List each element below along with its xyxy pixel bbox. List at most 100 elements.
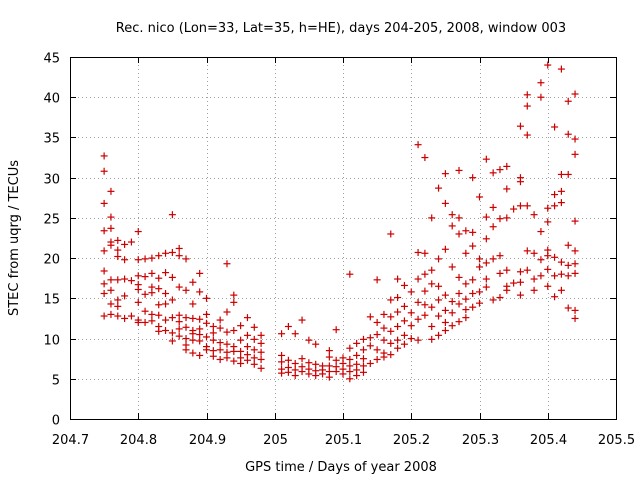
data-point: [489, 203, 497, 211]
data-point: [114, 296, 122, 304]
data-point: [557, 270, 565, 278]
data-point: [114, 312, 122, 320]
data-point: [114, 253, 122, 261]
data-point: [359, 368, 367, 376]
data-point: [551, 253, 559, 261]
data-point: [496, 166, 504, 174]
data-point: [134, 298, 142, 306]
data-point: [182, 286, 190, 294]
data-point: [257, 355, 265, 363]
data-point: [571, 90, 579, 98]
data-point: [482, 275, 490, 283]
data-point: [414, 141, 422, 149]
data-point: [380, 336, 388, 344]
y-tick-label: 10: [43, 334, 60, 349]
data-point: [380, 310, 388, 318]
data-point: [155, 311, 163, 319]
data-point: [462, 249, 470, 257]
data-point: [175, 325, 183, 333]
data-point: [551, 272, 559, 280]
data-point: [162, 300, 170, 308]
data-point: [557, 170, 565, 178]
data-point: [414, 315, 422, 323]
data-point: [530, 275, 538, 283]
data-point: [189, 314, 197, 322]
data-point: [462, 295, 470, 303]
data-point: [564, 261, 572, 269]
y-tick-label: 35: [43, 132, 60, 147]
data-point: [134, 228, 142, 236]
data-point: [359, 335, 367, 343]
data-point: [523, 247, 531, 255]
data-point: [551, 191, 559, 199]
data-point: [544, 282, 552, 290]
data-point: [312, 360, 320, 368]
data-point: [325, 347, 333, 355]
data-point: [455, 166, 463, 174]
data-point: [482, 155, 490, 163]
data-point: [291, 359, 299, 367]
data-point: [141, 307, 149, 315]
data-point: [127, 238, 135, 246]
data-point: [462, 280, 470, 288]
data-point: [155, 327, 163, 335]
data-point: [237, 347, 245, 355]
data-point: [121, 314, 129, 322]
data-point: [216, 316, 224, 324]
data-point: [428, 280, 436, 288]
data-point: [127, 277, 135, 285]
data-point: [107, 276, 115, 284]
data-point: [243, 356, 251, 364]
data-point: [346, 375, 354, 383]
data-point: [257, 331, 265, 339]
data-point: [203, 310, 210, 318]
data-point: [107, 187, 115, 195]
data-point: [496, 269, 504, 277]
data-point: [455, 214, 463, 222]
data-point: [107, 213, 115, 221]
data-point: [182, 335, 190, 343]
data-point: [291, 330, 299, 338]
data-point: [482, 259, 490, 267]
data-point: [428, 322, 436, 330]
data-point: [537, 272, 545, 280]
data-point: [448, 322, 456, 330]
data-point: [359, 355, 367, 363]
data-point: [223, 328, 231, 336]
data-point: [435, 184, 443, 192]
data-point: [155, 274, 163, 282]
data-point: [564, 241, 572, 249]
data-point: [557, 187, 565, 195]
data-point: [469, 242, 477, 250]
y-tick-label: 25: [43, 213, 60, 228]
data-point: [339, 370, 347, 378]
data-point: [373, 276, 381, 284]
data-point: [469, 276, 477, 284]
data-point: [189, 330, 197, 338]
data-point: [298, 368, 306, 376]
data-point: [414, 336, 422, 344]
data-point: [346, 270, 354, 278]
data-point: [230, 357, 238, 365]
data-point: [421, 287, 429, 295]
data-point: [462, 227, 470, 235]
data-point: [428, 303, 436, 311]
data-point: [148, 317, 156, 325]
data-point: [469, 228, 477, 236]
data-point: [162, 249, 170, 257]
data-point: [257, 364, 265, 372]
data-point: [114, 236, 122, 244]
data-point: [107, 310, 115, 318]
data-point: [564, 170, 572, 178]
data-point: [203, 319, 210, 327]
data-point: [530, 286, 538, 294]
data-point: [366, 313, 374, 321]
data-point: [571, 217, 579, 225]
data-point: [175, 252, 183, 260]
data-point: [421, 249, 429, 257]
data-point: [380, 353, 388, 361]
data-point: [523, 202, 531, 210]
data-point: [216, 324, 224, 332]
data-point: [557, 258, 565, 266]
data-point: [428, 335, 436, 343]
